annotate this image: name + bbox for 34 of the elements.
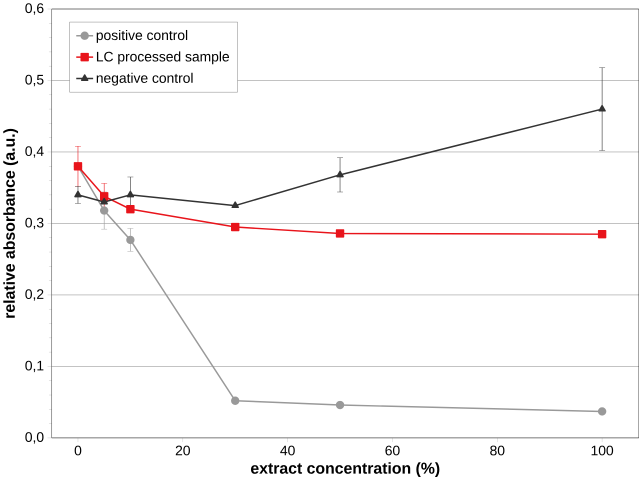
- point: [231, 396, 240, 405]
- x-tick-label: 100: [592, 446, 614, 456]
- y-tick-label: 0,5: [25, 74, 44, 86]
- y-tick-label: 0,6: [25, 3, 44, 15]
- point: [336, 400, 344, 410]
- point: [598, 407, 606, 416]
- point: [126, 236, 135, 244]
- point: [74, 190, 82, 198]
- point: [100, 192, 108, 200]
- point: [598, 230, 606, 238]
- point: [126, 190, 134, 198]
- y-tick-label: 0,3: [25, 218, 44, 230]
- y-axis-title: relative absorbance (a.u.): [3, 128, 18, 318]
- point: [598, 104, 606, 112]
- x-tick-label: 40: [280, 446, 295, 456]
- point: [336, 170, 344, 178]
- y-tick-label: 0,0: [25, 432, 44, 444]
- y-tick-label: 0,2: [25, 289, 44, 301]
- y-tick-label: 0,1: [25, 360, 44, 372]
- x-tick-label: 60: [385, 446, 400, 456]
- point: [231, 201, 239, 208]
- point: [100, 206, 108, 215]
- point: [100, 198, 108, 204]
- x-axis-title: extract concentration (%): [251, 462, 440, 477]
- point: [336, 229, 344, 238]
- x-tick-label: 0: [74, 446, 82, 456]
- legend-label: positive control: [96, 30, 188, 43]
- point: [231, 222, 240, 232]
- x-tick-label: 20: [176, 446, 190, 456]
- legend-label: LC processed sample: [96, 51, 229, 64]
- x-tick-label: 80: [490, 446, 504, 456]
- legend-label: negative control: [96, 72, 193, 86]
- y-tick-label: 0,4: [25, 146, 44, 158]
- point: [126, 204, 135, 214]
